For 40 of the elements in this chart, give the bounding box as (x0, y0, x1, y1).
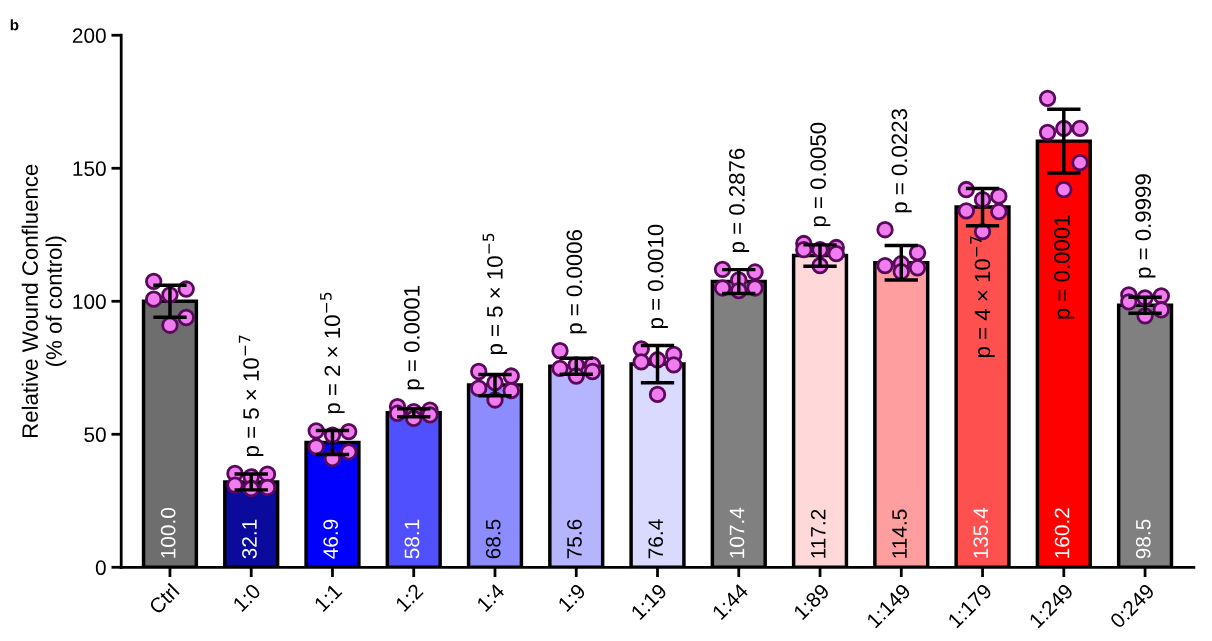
x-tick-label: 1:19 (630, 582, 668, 621)
data-label: 98.5 (1135, 519, 1151, 559)
y-tick-label: 100 (73, 294, 106, 310)
annotation: p = 0.0006 (566, 230, 587, 334)
annotation: p = 2 × 10$^{−5}$ (320, 292, 345, 414)
annotation: p = 0.0001 (1054, 215, 1075, 319)
data-label: 68.5 (485, 519, 501, 559)
x-tick-label: 1:4 (476, 582, 506, 612)
data-label: 117.2 (810, 509, 826, 558)
y-tick-label: 50 (84, 427, 106, 443)
x-tick-label: Ctrl (147, 582, 180, 615)
annotation: p = 0.0050 (810, 122, 831, 227)
y-tick-label: 150 (73, 161, 106, 177)
data-label: 114.5 (892, 509, 907, 558)
annotation: p = 4 × 10$^{−7}$ (970, 236, 995, 357)
annotation: p = 0.0223 (891, 109, 912, 213)
x-tick-label: 1:1 (313, 583, 343, 612)
data-label: 75.6 (567, 519, 582, 559)
data-label: 58.1 (404, 519, 420, 559)
x-tick-label: 1:2 (394, 583, 424, 612)
x-tick-label: 1:89 (792, 582, 831, 621)
annotation: p = 5 × 10$^{−5}$ (482, 233, 508, 355)
text: b (10, 19, 19, 31)
data-label: 76.4 (648, 519, 664, 559)
annotation: p = 5 × 10$^{−7}$ (238, 335, 264, 456)
y-tick-label: 200 (72, 28, 106, 44)
data-label: 32.1 (242, 519, 257, 559)
x-tick-label: 1:0 (232, 582, 262, 613)
y-axis-title: Relative Wound Confluence (% of control) (21, 164, 67, 437)
data-label: 160.2 (1054, 508, 1070, 558)
data-label: 135.4 (973, 507, 989, 558)
data-label: 46.9 (323, 519, 339, 559)
annotation: p = 0.2876 (729, 148, 750, 252)
annotation: p = 0.9999 (1135, 174, 1156, 278)
annotation: p = 0.0010 (647, 224, 668, 329)
x-tick-label: 1:9 (557, 582, 587, 613)
data-label: 107.4 (729, 507, 745, 558)
data-label: 100.0 (160, 507, 176, 558)
annotation: p = 0.0001 (403, 286, 425, 390)
y-tick-label: 0 (95, 560, 106, 576)
